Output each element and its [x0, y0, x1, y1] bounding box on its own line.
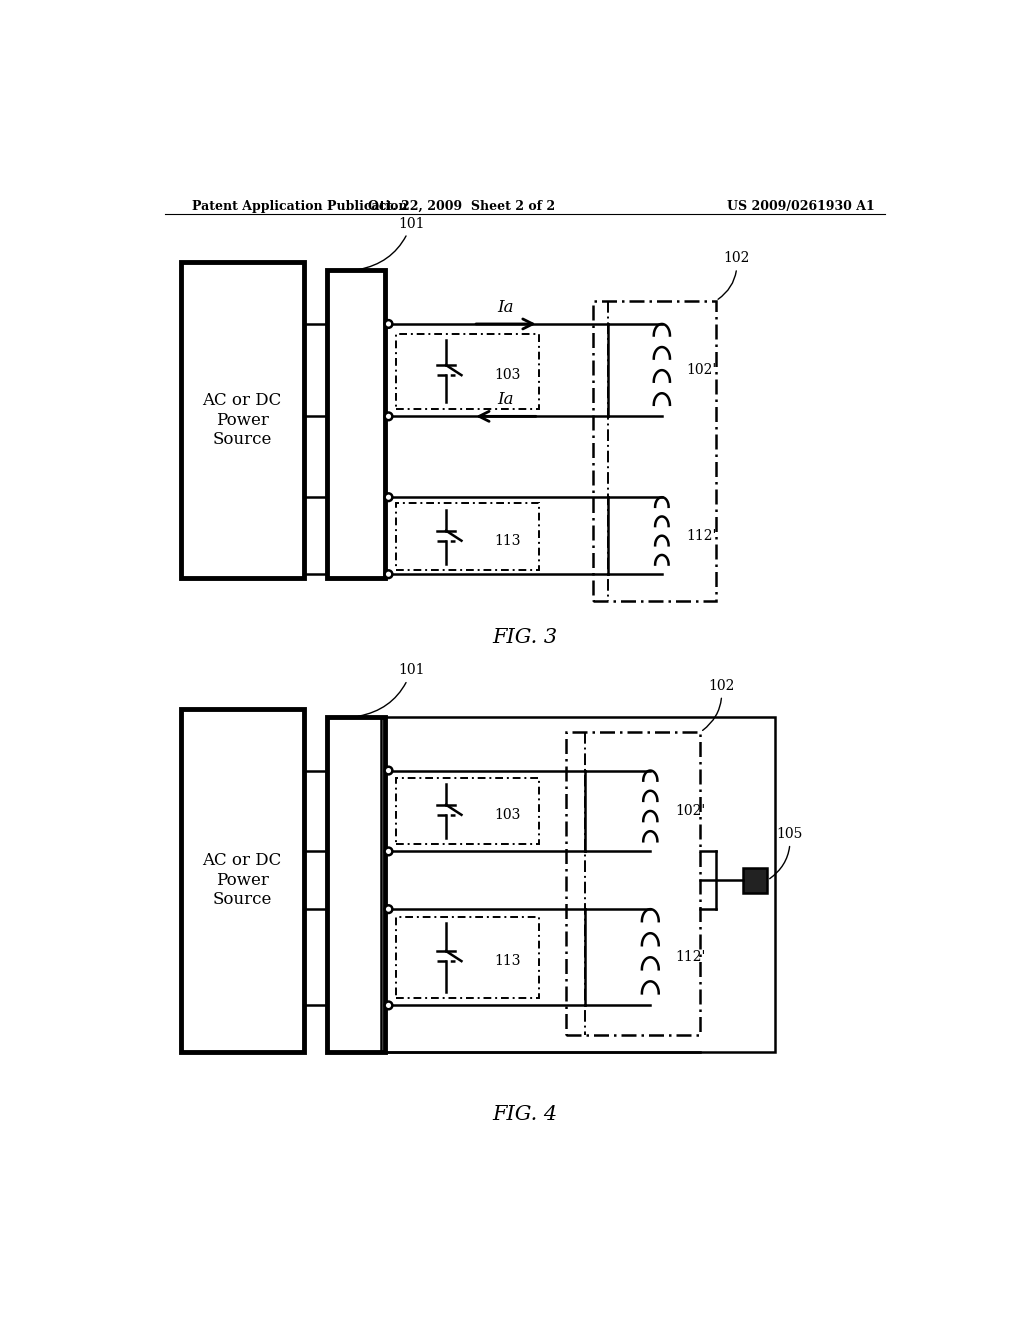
- Text: 112': 112': [686, 529, 717, 543]
- Circle shape: [385, 847, 392, 855]
- Text: 103: 103: [495, 808, 521, 822]
- Circle shape: [385, 570, 392, 578]
- Text: 101: 101: [358, 216, 425, 269]
- Text: Ia: Ia: [498, 391, 514, 408]
- Text: AC or DC
Power
Source: AC or DC Power Source: [203, 392, 282, 449]
- Text: 113: 113: [495, 954, 521, 968]
- Text: AC or DC
Power
Source: AC or DC Power Source: [203, 853, 282, 908]
- Text: Ia: Ia: [498, 298, 514, 315]
- Text: Patent Application Publication: Patent Application Publication: [193, 199, 408, 213]
- Text: 102': 102': [675, 804, 706, 818]
- FancyBboxPatch shape: [180, 709, 304, 1052]
- Circle shape: [385, 413, 392, 420]
- FancyBboxPatch shape: [396, 503, 539, 570]
- Text: FIG. 3: FIG. 3: [493, 628, 557, 647]
- FancyBboxPatch shape: [396, 334, 539, 409]
- Text: Oct. 22, 2009  Sheet 2 of 2: Oct. 22, 2009 Sheet 2 of 2: [368, 199, 555, 213]
- Text: 101: 101: [358, 664, 425, 717]
- Text: 102: 102: [702, 678, 734, 730]
- Circle shape: [385, 321, 392, 327]
- Circle shape: [385, 494, 392, 502]
- Text: FIG. 4: FIG. 4: [493, 1105, 557, 1125]
- FancyBboxPatch shape: [742, 869, 767, 892]
- Text: 113: 113: [495, 533, 521, 548]
- FancyBboxPatch shape: [180, 263, 304, 578]
- Text: 112': 112': [675, 950, 706, 965]
- FancyBboxPatch shape: [327, 271, 385, 578]
- FancyBboxPatch shape: [396, 779, 539, 843]
- Text: 105: 105: [770, 826, 803, 879]
- Circle shape: [385, 906, 392, 913]
- Circle shape: [385, 767, 392, 775]
- Text: US 2009/0261930 A1: US 2009/0261930 A1: [727, 199, 874, 213]
- Circle shape: [385, 1002, 392, 1010]
- FancyBboxPatch shape: [396, 917, 539, 998]
- Text: 102': 102': [686, 363, 717, 378]
- Text: 102: 102: [718, 251, 750, 300]
- Text: 103: 103: [495, 368, 521, 383]
- FancyBboxPatch shape: [327, 717, 385, 1052]
